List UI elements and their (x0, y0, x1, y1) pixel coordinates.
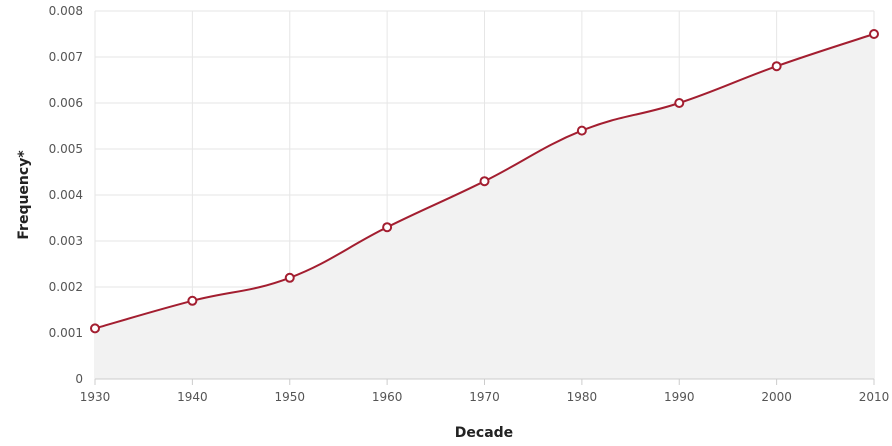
data-point (479, 176, 490, 187)
data-point (576, 125, 587, 136)
y-tick-label: 0.007 (49, 50, 83, 64)
data-point (674, 98, 685, 108)
y-tick-label: 0 (75, 372, 83, 386)
x-tick-label: 1970 (469, 390, 500, 404)
y-tick-label: 0.004 (49, 188, 83, 202)
x-tick-label: 1940 (177, 390, 208, 404)
x-tick-label: 1930 (80, 390, 111, 404)
x-tick-label: 2000 (761, 390, 792, 404)
data-point (90, 323, 100, 334)
y-tick-label: 0.003 (49, 234, 83, 248)
area-fill (95, 34, 874, 379)
x-axis-title: Decade (455, 425, 513, 441)
data-points (90, 29, 879, 334)
data-point (187, 295, 198, 306)
y-axis-title: Frequency* (16, 150, 32, 240)
x-tick-label: 1980 (567, 390, 598, 404)
y-tick-label: 0.002 (49, 280, 83, 294)
data-point (869, 29, 879, 39)
y-axis-ticks: 0 0.001 0.002 0.003 0.004 0.005 0.006 0.007 0.00… (49, 4, 83, 386)
x-tick-label: 1950 (274, 390, 305, 404)
x-tick-label: 1990 (664, 390, 695, 404)
x-axis-ticks: 1930 1940 1950 1960 1970 1980 1990 2000 2010 (80, 379, 890, 404)
y-tick-label: 0.008 (49, 4, 83, 18)
x-tick-label: 2010 (859, 390, 890, 404)
y-tick-label: 0.005 (49, 142, 83, 156)
data-point (284, 272, 295, 283)
data-point (382, 222, 393, 233)
data-point (771, 61, 782, 72)
y-tick-label: 0.006 (49, 96, 83, 110)
x-tick-label: 1960 (372, 390, 403, 404)
y-tick-label: 0.001 (49, 326, 83, 340)
